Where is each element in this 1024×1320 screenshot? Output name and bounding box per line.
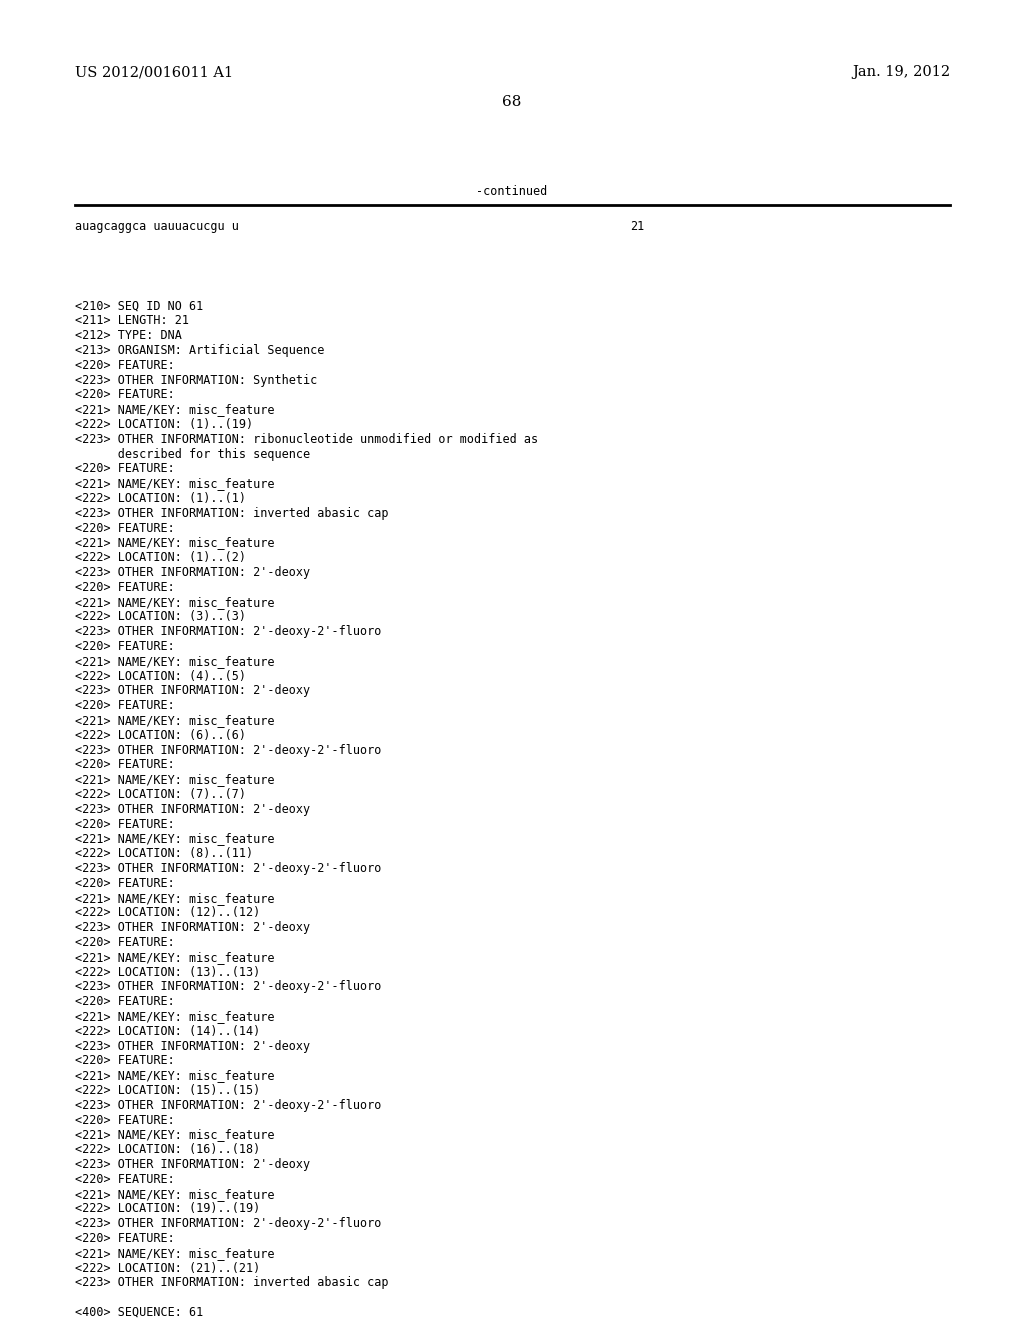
Text: <223> OTHER INFORMATION: 2'-deoxy-2'-fluoro: <223> OTHER INFORMATION: 2'-deoxy-2'-flu…	[75, 743, 381, 756]
Text: <222> LOCATION: (21)..(21): <222> LOCATION: (21)..(21)	[75, 1262, 260, 1275]
Text: <223> OTHER INFORMATION: Synthetic: <223> OTHER INFORMATION: Synthetic	[75, 374, 317, 387]
Text: <223> OTHER INFORMATION: 2'-deoxy: <223> OTHER INFORMATION: 2'-deoxy	[75, 684, 310, 697]
Text: <220> FEATURE:: <220> FEATURE:	[75, 581, 175, 594]
Text: <223> OTHER INFORMATION: 2'-deoxy: <223> OTHER INFORMATION: 2'-deoxy	[75, 566, 310, 579]
Text: <222> LOCATION: (4)..(5): <222> LOCATION: (4)..(5)	[75, 669, 246, 682]
Text: <223> OTHER INFORMATION: inverted abasic cap: <223> OTHER INFORMATION: inverted abasic…	[75, 507, 388, 520]
Text: <223> OTHER INFORMATION: 2'-deoxy-2'-fluoro: <223> OTHER INFORMATION: 2'-deoxy-2'-flu…	[75, 626, 381, 638]
Text: <223> OTHER INFORMATION: inverted abasic cap: <223> OTHER INFORMATION: inverted abasic…	[75, 1276, 388, 1290]
Text: <220> FEATURE:: <220> FEATURE:	[75, 1055, 175, 1068]
Text: <222> LOCATION: (13)..(13): <222> LOCATION: (13)..(13)	[75, 966, 260, 978]
Text: <222> LOCATION: (7)..(7): <222> LOCATION: (7)..(7)	[75, 788, 246, 801]
Text: <222> LOCATION: (15)..(15): <222> LOCATION: (15)..(15)	[75, 1084, 260, 1097]
Text: <221> NAME/KEY: misc_feature: <221> NAME/KEY: misc_feature	[75, 714, 274, 727]
Text: <220> FEATURE:: <220> FEATURE:	[75, 1114, 175, 1126]
Text: <213> ORGANISM: Artificial Sequence: <213> ORGANISM: Artificial Sequence	[75, 345, 325, 356]
Text: <221> NAME/KEY: misc_feature: <221> NAME/KEY: misc_feature	[75, 478, 274, 490]
Text: <211> LENGTH: 21: <211> LENGTH: 21	[75, 314, 189, 327]
Text: <220> FEATURE:: <220> FEATURE:	[75, 1232, 175, 1245]
Text: <222> LOCATION: (14)..(14): <222> LOCATION: (14)..(14)	[75, 1024, 260, 1038]
Text: described for this sequence: described for this sequence	[75, 447, 310, 461]
Text: <220> FEATURE:: <220> FEATURE:	[75, 462, 175, 475]
Text: <400> SEQUENCE: 61: <400> SEQUENCE: 61	[75, 1305, 203, 1319]
Text: <222> LOCATION: (1)..(19): <222> LOCATION: (1)..(19)	[75, 418, 253, 432]
Text: <223> OTHER INFORMATION: 2'-deoxy: <223> OTHER INFORMATION: 2'-deoxy	[75, 1040, 310, 1052]
Text: <221> NAME/KEY: misc_feature: <221> NAME/KEY: misc_feature	[75, 655, 274, 668]
Text: <221> NAME/KEY: misc_feature: <221> NAME/KEY: misc_feature	[75, 1010, 274, 1023]
Text: <221> NAME/KEY: misc_feature: <221> NAME/KEY: misc_feature	[75, 774, 274, 787]
Text: <210> SEQ ID NO 61: <210> SEQ ID NO 61	[75, 300, 203, 313]
Text: <223> OTHER INFORMATION: 2'-deoxy-2'-fluoro: <223> OTHER INFORMATION: 2'-deoxy-2'-flu…	[75, 1217, 381, 1230]
Text: <223> OTHER INFORMATION: 2'-deoxy-2'-fluoro: <223> OTHER INFORMATION: 2'-deoxy-2'-flu…	[75, 862, 381, 875]
Text: US 2012/0016011 A1: US 2012/0016011 A1	[75, 65, 233, 79]
Text: <220> FEATURE:: <220> FEATURE:	[75, 936, 175, 949]
Text: <222> LOCATION: (1)..(1): <222> LOCATION: (1)..(1)	[75, 492, 246, 506]
Text: auagcaggca uauuacucgu u: auagcaggca uauuacucgu u	[75, 220, 239, 234]
Text: <222> LOCATION: (3)..(3): <222> LOCATION: (3)..(3)	[75, 610, 246, 623]
Text: <221> NAME/KEY: misc_feature: <221> NAME/KEY: misc_feature	[75, 950, 274, 964]
Text: -continued: -continued	[476, 185, 548, 198]
Text: Jan. 19, 2012: Jan. 19, 2012	[852, 65, 950, 79]
Text: <220> FEATURE:: <220> FEATURE:	[75, 817, 175, 830]
Text: <223> OTHER INFORMATION: 2'-deoxy: <223> OTHER INFORMATION: 2'-deoxy	[75, 1158, 310, 1171]
Text: <220> FEATURE:: <220> FEATURE:	[75, 995, 175, 1008]
Text: <223> OTHER INFORMATION: 2'-deoxy-2'-fluoro: <223> OTHER INFORMATION: 2'-deoxy-2'-flu…	[75, 1098, 381, 1111]
Text: 21: 21	[630, 220, 644, 234]
Text: <220> FEATURE:: <220> FEATURE:	[75, 876, 175, 890]
Text: <220> FEATURE:: <220> FEATURE:	[75, 521, 175, 535]
Text: <223> OTHER INFORMATION: 2'-deoxy-2'-fluoro: <223> OTHER INFORMATION: 2'-deoxy-2'-flu…	[75, 981, 381, 994]
Text: 68: 68	[503, 95, 521, 110]
Text: <222> LOCATION: (19)..(19): <222> LOCATION: (19)..(19)	[75, 1203, 260, 1216]
Text: <221> NAME/KEY: misc_feature: <221> NAME/KEY: misc_feature	[75, 1129, 274, 1142]
Text: <220> FEATURE:: <220> FEATURE:	[75, 388, 175, 401]
Text: <222> LOCATION: (1)..(2): <222> LOCATION: (1)..(2)	[75, 552, 246, 564]
Text: <222> LOCATION: (12)..(12): <222> LOCATION: (12)..(12)	[75, 907, 260, 920]
Text: <221> NAME/KEY: misc_feature: <221> NAME/KEY: misc_feature	[75, 536, 274, 549]
Text: <222> LOCATION: (8)..(11): <222> LOCATION: (8)..(11)	[75, 847, 253, 861]
Text: <221> NAME/KEY: misc_feature: <221> NAME/KEY: misc_feature	[75, 1188, 274, 1201]
Text: <223> OTHER INFORMATION: ribonucleotide unmodified or modified as: <223> OTHER INFORMATION: ribonucleotide …	[75, 433, 539, 446]
Text: <221> NAME/KEY: misc_feature: <221> NAME/KEY: misc_feature	[75, 891, 274, 904]
Text: <223> OTHER INFORMATION: 2'-deoxy: <223> OTHER INFORMATION: 2'-deoxy	[75, 921, 310, 935]
Text: <221> NAME/KEY: misc_feature: <221> NAME/KEY: misc_feature	[75, 833, 274, 845]
Text: <220> FEATURE:: <220> FEATURE:	[75, 359, 175, 372]
Text: <220> FEATURE:: <220> FEATURE:	[75, 640, 175, 653]
Text: <223> OTHER INFORMATION: 2'-deoxy: <223> OTHER INFORMATION: 2'-deoxy	[75, 803, 310, 816]
Text: <220> FEATURE:: <220> FEATURE:	[75, 1172, 175, 1185]
Text: <221> NAME/KEY: misc_feature: <221> NAME/KEY: misc_feature	[75, 1247, 274, 1259]
Text: <222> LOCATION: (6)..(6): <222> LOCATION: (6)..(6)	[75, 729, 246, 742]
Text: <221> NAME/KEY: misc_feature: <221> NAME/KEY: misc_feature	[75, 595, 274, 609]
Text: <220> FEATURE:: <220> FEATURE:	[75, 759, 175, 771]
Text: <221> NAME/KEY: misc_feature: <221> NAME/KEY: misc_feature	[75, 403, 274, 416]
Text: <212> TYPE: DNA: <212> TYPE: DNA	[75, 329, 182, 342]
Text: <221> NAME/KEY: misc_feature: <221> NAME/KEY: misc_feature	[75, 1069, 274, 1082]
Text: <220> FEATURE:: <220> FEATURE:	[75, 700, 175, 713]
Text: <222> LOCATION: (16)..(18): <222> LOCATION: (16)..(18)	[75, 1143, 260, 1156]
